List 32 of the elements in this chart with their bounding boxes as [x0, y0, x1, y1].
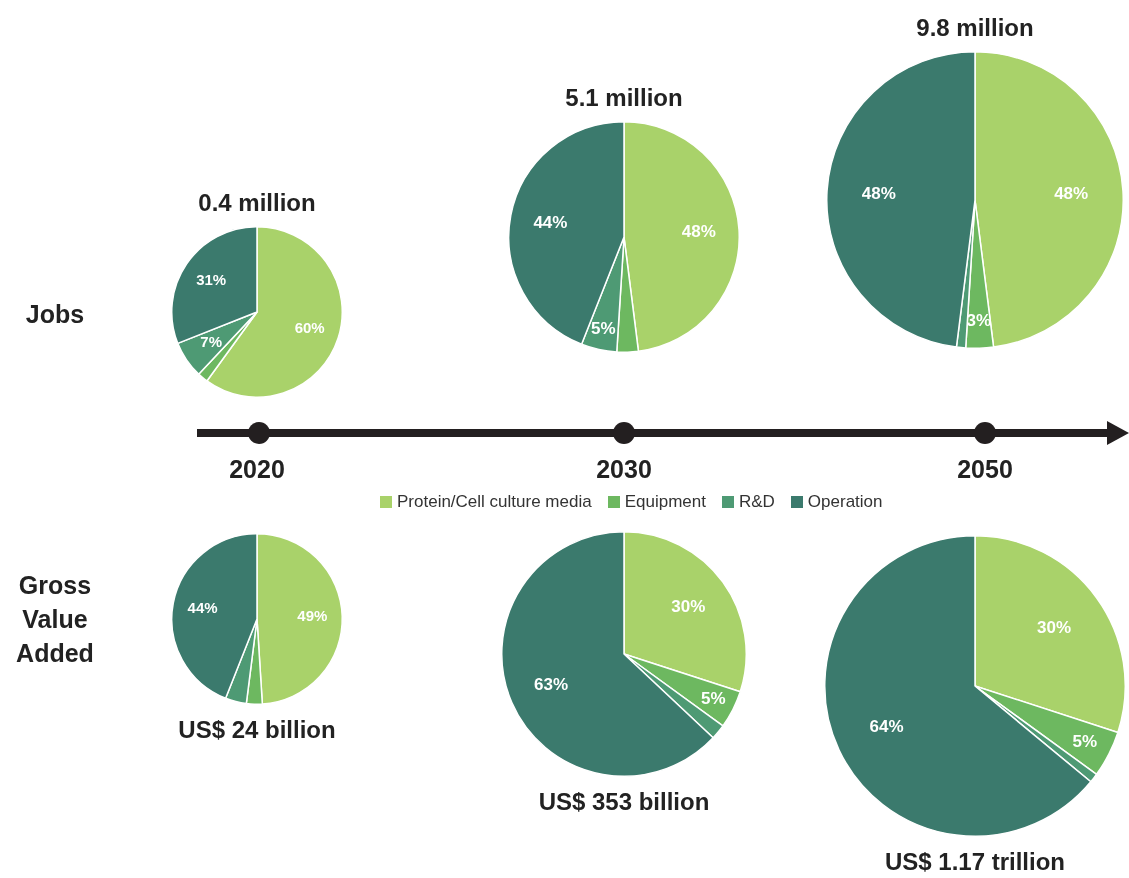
data-label: 48% [681, 221, 716, 241]
text: Jobs [24, 299, 86, 330]
data-label: 60% [294, 319, 325, 337]
legend-label: Operation [807, 492, 883, 512]
data-label: 5% [1072, 731, 1098, 751]
data-label: 3% [966, 311, 992, 331]
data-label: 7% [200, 333, 223, 351]
data-label: 49% [297, 607, 328, 625]
chart-title: 5.1 million [564, 84, 684, 112]
text: US$ 353 billion [537, 788, 711, 816]
data-label: 44% [187, 598, 218, 616]
data-label: 48% [1054, 183, 1089, 203]
data-label: 64% [869, 717, 904, 737]
chart-title: 9.8 million [915, 14, 1035, 42]
data-label: 30% [1036, 618, 1072, 638]
text: Gross Value Added [15, 570, 95, 669]
data-label: 30% [671, 596, 706, 616]
text: 2020 [228, 454, 286, 485]
text: US$ 24 billion [177, 716, 337, 744]
legend-label: Protein/Cell culture media [397, 492, 592, 512]
data-label: 44% [533, 212, 568, 232]
data-label: 5% [591, 318, 616, 338]
legend-label: R&D [738, 492, 775, 512]
text: US$ 1.17 trillion [883, 848, 1067, 876]
chart-title: 0.4 million [197, 189, 317, 217]
legend-label: Equipment [624, 492, 706, 512]
data-label: 63% [534, 675, 569, 695]
text: 2030 [595, 454, 653, 485]
data-label: 31% [196, 270, 227, 288]
data-label: 5% [701, 689, 726, 709]
text: 2050 [956, 454, 1014, 485]
data-label: 48% [861, 183, 896, 203]
